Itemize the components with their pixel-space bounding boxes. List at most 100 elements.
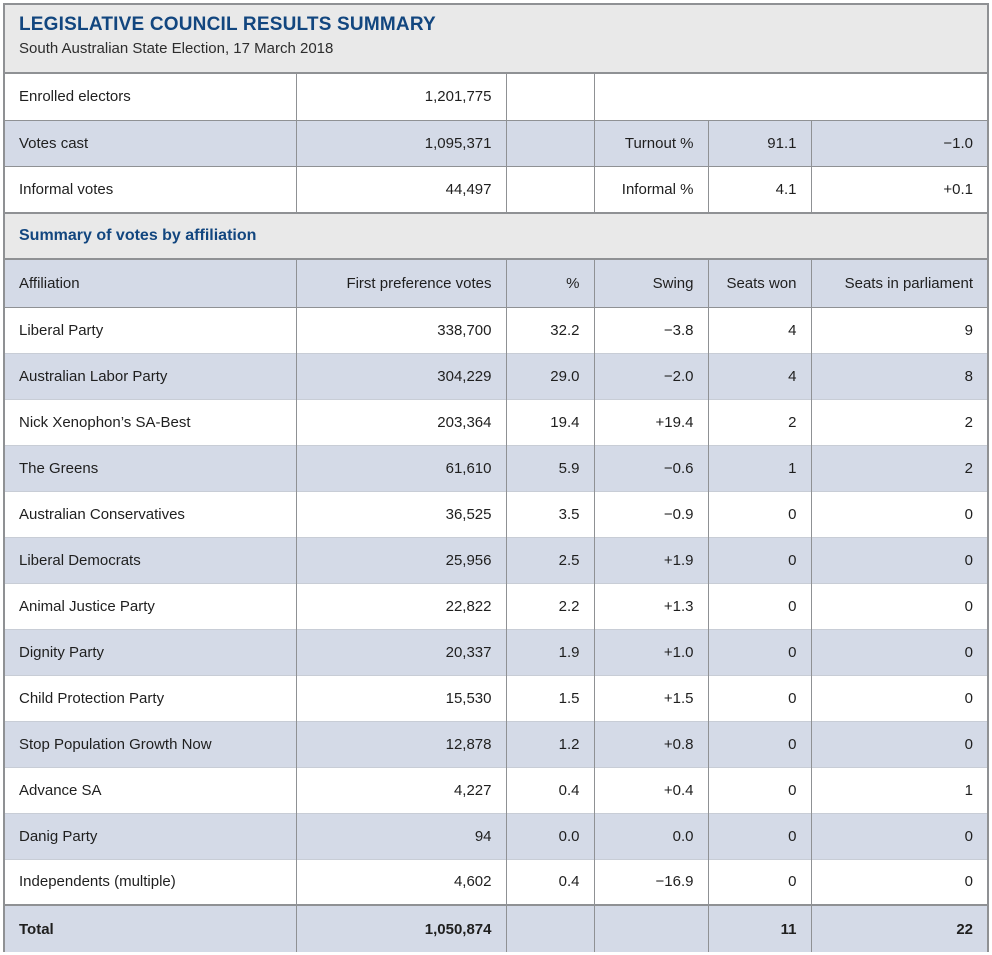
cell-seats-won: 0	[708, 859, 812, 905]
summary-metric-label: Informal %	[594, 166, 709, 212]
cell-affiliation: Animal Justice Party	[5, 583, 297, 629]
cell-swing: −3.8	[594, 307, 709, 353]
cell-votes: 4,602	[296, 859, 507, 905]
summary-spacer-cell	[506, 166, 595, 212]
cell-affiliation: Danig Party	[5, 813, 297, 859]
table-row: Animal Justice Party 22,822 2.2 +1.3 0 0	[5, 583, 987, 629]
cell-votes: 304,229	[296, 353, 507, 399]
cell-votes: 4,227	[296, 767, 507, 813]
cell-swing: +1.5	[594, 675, 709, 721]
total-seats-parliament: 22	[811, 904, 987, 952]
cell-votes: 338,700	[296, 307, 507, 353]
cell-swing: +19.4	[594, 399, 709, 445]
page-title: LEGISLATIVE COUNCIL RESULTS SUMMARY	[19, 14, 436, 35]
table-row: Liberal Party 338,700 32.2 −3.8 4 9	[5, 307, 987, 353]
page-subtitle: South Australian State Election, 17 Marc…	[19, 39, 334, 57]
total-seats-won: 11	[708, 904, 812, 952]
cell-percent: 1.9	[506, 629, 595, 675]
cell-percent: 2.5	[506, 537, 595, 583]
cell-seats-parliament: 0	[964, 551, 973, 569]
cell-swing: −0.6	[594, 445, 709, 491]
cell-affiliation: Advance SA	[5, 767, 297, 813]
cell-affiliation: Child Protection Party	[5, 675, 297, 721]
cell-seats-parliament: 0	[964, 643, 973, 661]
column-header-first-preference-votes: First preference votes	[296, 260, 507, 308]
affiliation-results-table: Affiliation First preference votes % Swi…	[5, 260, 987, 952]
table-row: Australian Conservatives 36,525 3.5 −0.9…	[5, 491, 987, 537]
cell-percent: 1.2	[506, 721, 595, 767]
cell-seats-won: 0	[708, 491, 812, 537]
cell-swing: 0.0	[594, 813, 709, 859]
cell-seats-parliament: 0	[964, 873, 973, 891]
cell-affiliation: Dignity Party	[5, 629, 297, 675]
table-header-row: Affiliation First preference votes % Swi…	[5, 260, 987, 308]
cell-seats-parliament: 9	[964, 321, 973, 339]
cell-swing: +0.8	[594, 721, 709, 767]
total-label: Total	[5, 904, 297, 952]
enrolment-summary-table: Enrolled electors 1,201,775 Votes cast 1…	[5, 74, 987, 212]
summary-value: 1,201,775	[296, 74, 507, 120]
cell-affiliation: Independents (multiple)	[5, 859, 297, 905]
table-row: Enrolled electors 1,201,775	[5, 74, 987, 120]
cell-percent: 0.0	[506, 813, 595, 859]
cell-percent: 1.5	[506, 675, 595, 721]
cell-swing: +0.4	[594, 767, 709, 813]
total-percent	[506, 904, 595, 952]
cell-votes: 94	[296, 813, 507, 859]
cell-votes: 22,822	[296, 583, 507, 629]
summary-metric-value: 4.1	[708, 166, 812, 212]
cell-votes: 25,956	[296, 537, 507, 583]
cell-votes: 203,364	[296, 399, 507, 445]
table-row: The Greens 61,610 5.9 −0.6 1 2	[5, 445, 987, 491]
cell-seats-won: 2	[708, 399, 812, 445]
cell-seats-won: 0	[708, 629, 812, 675]
cell-seats-won: 0	[708, 537, 812, 583]
column-header-affiliation: Affiliation	[5, 260, 297, 308]
summary-label: Informal votes	[5, 166, 297, 212]
cell-swing: −0.9	[594, 491, 709, 537]
total-votes: 1,050,874	[296, 904, 507, 952]
cell-affiliation: The Greens	[5, 445, 297, 491]
table-row: Dignity Party 20,337 1.9 +1.0 0 0	[5, 629, 987, 675]
summary-label: Enrolled electors	[5, 74, 297, 120]
cell-percent: 32.2	[506, 307, 595, 353]
cell-seats-won: 0	[708, 721, 812, 767]
cell-seats-won: 0	[708, 813, 812, 859]
summary-value: 1,095,371	[296, 120, 507, 166]
cell-seats-won: 0	[708, 675, 812, 721]
summary-metric-swing: +0.1	[943, 180, 973, 198]
summary-value: 44,497	[296, 166, 507, 212]
cell-seats-won: 1	[708, 445, 812, 491]
table-total-row: Total 1,050,874 11 22	[5, 904, 987, 952]
cell-percent: 3.5	[506, 491, 595, 537]
cell-seats-won: 0	[708, 583, 812, 629]
cell-swing: +1.9	[594, 537, 709, 583]
cell-votes: 15,530	[296, 675, 507, 721]
table-row: Nick Xenophon’s SA-Best 203,364 19.4 +19…	[5, 399, 987, 445]
section-title: Summary of votes by affiliation	[19, 227, 257, 244]
cell-votes: 20,337	[296, 629, 507, 675]
table-row: Independents (multiple) 4,602 0.4 −16.9 …	[5, 859, 987, 905]
table-row: Australian Labor Party 304,229 29.0 −2.0…	[5, 353, 987, 399]
summary-label: Votes cast	[5, 120, 297, 166]
cell-affiliation: Australian Labor Party	[5, 353, 297, 399]
column-header-swing: Swing	[594, 260, 709, 308]
cell-seats-parliament: 0	[964, 827, 973, 845]
table-row: Votes cast 1,095,371 Turnout % 91.1 −1.0	[5, 120, 987, 166]
cell-affiliation: Stop Population Growth Now	[5, 721, 297, 767]
column-header-percent: %	[506, 260, 595, 308]
cell-percent: 19.4	[506, 399, 595, 445]
cell-seats-won: 0	[708, 767, 812, 813]
cell-seats-parliament: 2	[964, 459, 973, 477]
summary-spacer-cell	[506, 74, 595, 120]
cell-seats-parliament: 1	[964, 781, 973, 799]
cell-swing: +1.3	[594, 583, 709, 629]
table-row: Liberal Democrats 25,956 2.5 +1.9 0 0	[5, 537, 987, 583]
cell-votes: 36,525	[296, 491, 507, 537]
cell-seats-parliament: 2	[964, 413, 973, 431]
section-header-affiliation: Summary of votes by affiliation	[5, 212, 987, 260]
cell-votes: 61,610	[296, 445, 507, 491]
cell-percent: 5.9	[506, 445, 595, 491]
cell-seats-parliament: 8	[964, 367, 973, 385]
